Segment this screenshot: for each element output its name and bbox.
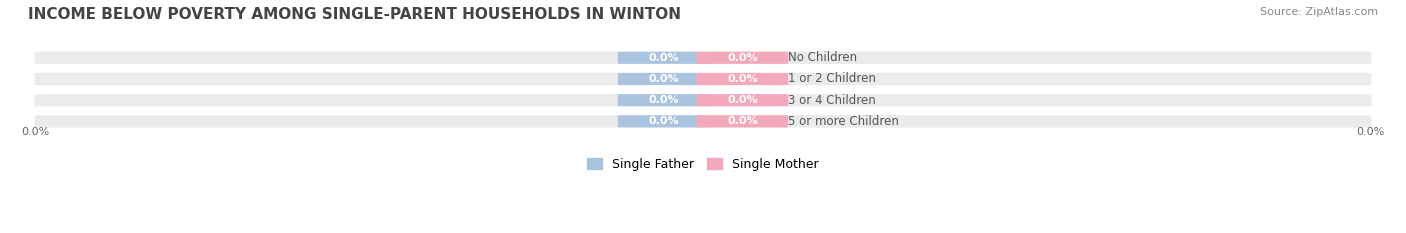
Text: 0.0%: 0.0%: [648, 116, 679, 126]
Text: INCOME BELOW POVERTY AMONG SINGLE-PARENT HOUSEHOLDS IN WINTON: INCOME BELOW POVERTY AMONG SINGLE-PARENT…: [28, 7, 681, 22]
FancyBboxPatch shape: [696, 94, 789, 106]
Text: No Children: No Children: [789, 51, 858, 64]
Text: 0.0%: 0.0%: [727, 74, 758, 84]
Text: 0.0%: 0.0%: [21, 127, 49, 137]
FancyBboxPatch shape: [35, 73, 1371, 85]
FancyBboxPatch shape: [617, 52, 710, 64]
Text: Source: ZipAtlas.com: Source: ZipAtlas.com: [1260, 7, 1378, 17]
Text: 5 or more Children: 5 or more Children: [789, 115, 898, 128]
FancyBboxPatch shape: [617, 73, 710, 85]
FancyBboxPatch shape: [35, 51, 1371, 64]
FancyBboxPatch shape: [35, 94, 1371, 106]
FancyBboxPatch shape: [696, 73, 789, 85]
Text: 0.0%: 0.0%: [648, 74, 679, 84]
Text: 0.0%: 0.0%: [648, 95, 679, 105]
FancyBboxPatch shape: [35, 115, 1371, 128]
Text: 3 or 4 Children: 3 or 4 Children: [789, 94, 876, 107]
FancyBboxPatch shape: [696, 115, 789, 127]
FancyBboxPatch shape: [617, 115, 710, 127]
Text: 0.0%: 0.0%: [727, 53, 758, 63]
Text: 0.0%: 0.0%: [727, 116, 758, 126]
Text: 0.0%: 0.0%: [648, 53, 679, 63]
FancyBboxPatch shape: [617, 94, 710, 106]
FancyBboxPatch shape: [696, 52, 789, 64]
Text: 0.0%: 0.0%: [1357, 127, 1385, 137]
Text: 0.0%: 0.0%: [727, 95, 758, 105]
Text: 1 or 2 Children: 1 or 2 Children: [789, 72, 876, 86]
Legend: Single Father, Single Mother: Single Father, Single Mother: [588, 158, 818, 171]
